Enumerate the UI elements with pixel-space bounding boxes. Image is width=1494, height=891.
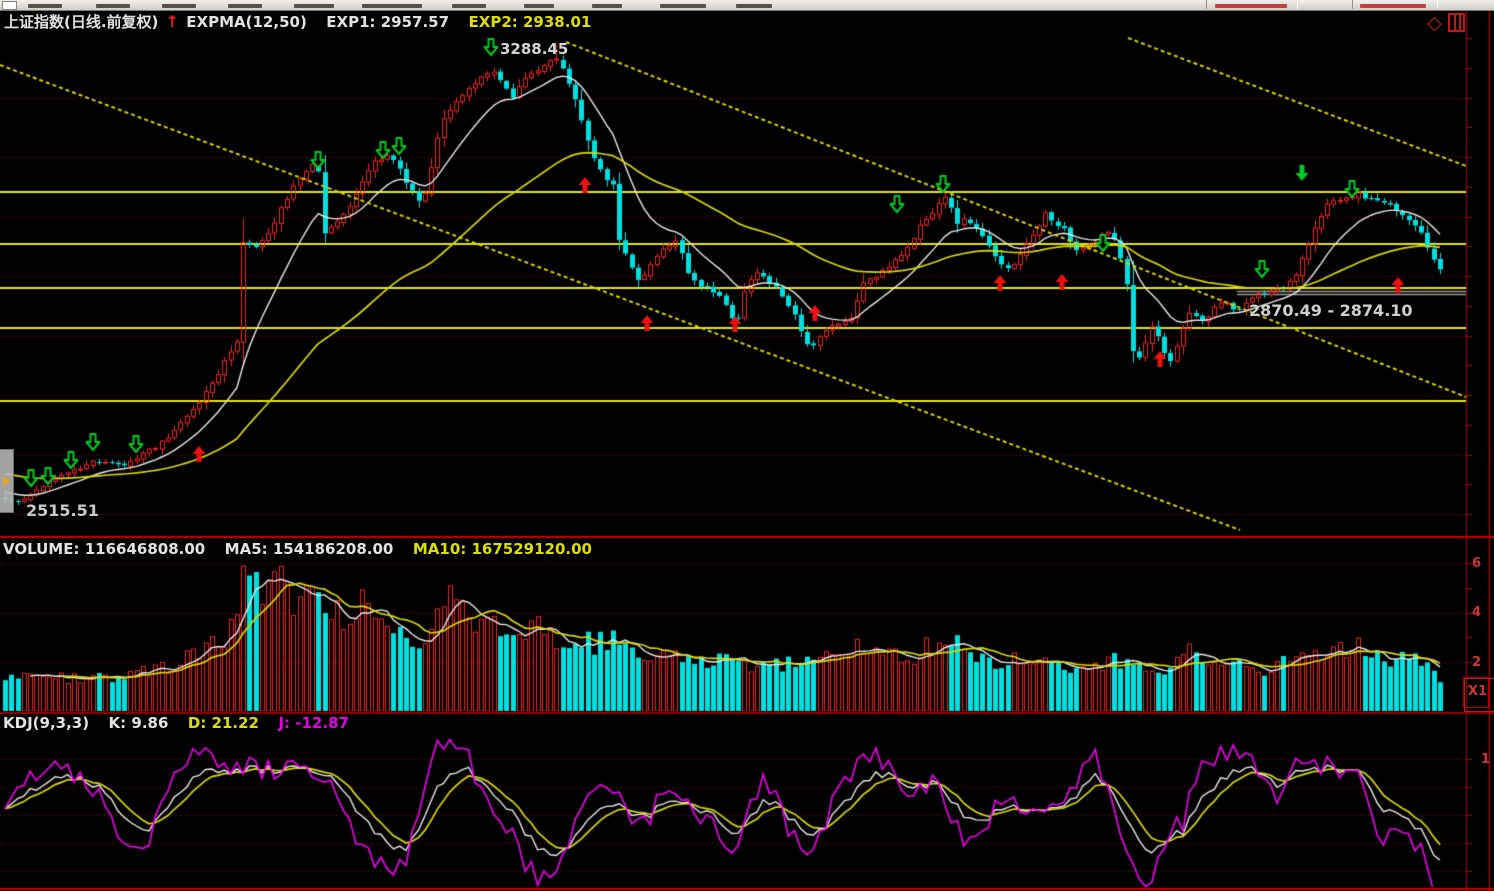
volume-axis-tick-4: 4 [1472, 605, 1482, 620]
volume-axis-tick-6: 6 [1472, 556, 1482, 571]
volume-axis-tick-2: 2 [1472, 655, 1482, 670]
diamond-tool-icon[interactable]: ◇ [1427, 11, 1442, 34]
kdj-d-value: D: 21.22 [187, 714, 259, 732]
menu-item-fragment [228, 4, 262, 8]
toolbox-tab-handle[interactable] [0, 449, 14, 513]
kdj-axis-tick: 1 [1481, 752, 1491, 767]
low-price-label: 2515.51 [26, 501, 99, 520]
top-menu-bar[interactable] [0, 0, 1494, 11]
indicator-name: EXPMA(12,50) [186, 13, 307, 31]
menu-item-fragment [592, 4, 622, 8]
kdj-j-value: J: -12.87 [278, 714, 349, 732]
panel-layout-icon[interactable] [1447, 13, 1465, 32]
menu-item-fragment [736, 4, 772, 8]
menu-quote-fragment [1360, 4, 1426, 8]
price-range-label: 2870.49 - 2874.10 [1249, 301, 1413, 320]
expand-arrow-icon [3, 476, 10, 486]
menu-item-fragment [452, 4, 486, 8]
menu-item-fragment [162, 4, 196, 8]
volume-pane-header: VOLUME: 116646808.00 MA5: 154186208.00 M… [3, 540, 592, 558]
chart-tool-icons: ◇ [1427, 13, 1465, 32]
menu-item-fragment [660, 4, 706, 8]
menu-item-fragment [294, 4, 334, 8]
volume-value: VOLUME: 116646808.00 [3, 540, 206, 558]
kdj-pane-header: KDJ(9,3,3) K: 9.86 D: 21.22 J: -12.87 [3, 714, 349, 732]
peak-price-label: 3288.45 [500, 40, 569, 58]
kdj-k-value: K: 9.86 [108, 714, 169, 732]
menu-item-fragment [96, 4, 130, 8]
volume-ma10-value: MA10: 167529120.00 [412, 540, 592, 558]
volume-ma5-value: MA5: 154186208.00 [224, 540, 394, 558]
menu-item-fragment [362, 4, 422, 8]
menu-button-frame[interactable] [1206, 0, 1298, 9]
menu-item-fragment [28, 4, 62, 8]
exp1-value: EXP1: 2957.57 [326, 13, 450, 31]
menu-item-fragment [524, 4, 554, 8]
menu-quote-fragment [1215, 4, 1287, 8]
menu-window-icon [2, 1, 17, 10]
volume-unit-label: X1 [1464, 678, 1494, 712]
instrument-title: 上证指数(日线.前复权) [4, 13, 159, 31]
price-pane-header: 上证指数(日线.前复权) ↑ EXPMA(12,50) EXP1: 2957.5… [4, 11, 591, 32]
kdj-name: KDJ(9,3,3) [3, 714, 90, 732]
menu-button-frame[interactable] [1352, 0, 1438, 9]
up-arrow-icon: ↑ [165, 12, 180, 31]
exp2-value: EXP2: 2938.01 [468, 13, 592, 31]
